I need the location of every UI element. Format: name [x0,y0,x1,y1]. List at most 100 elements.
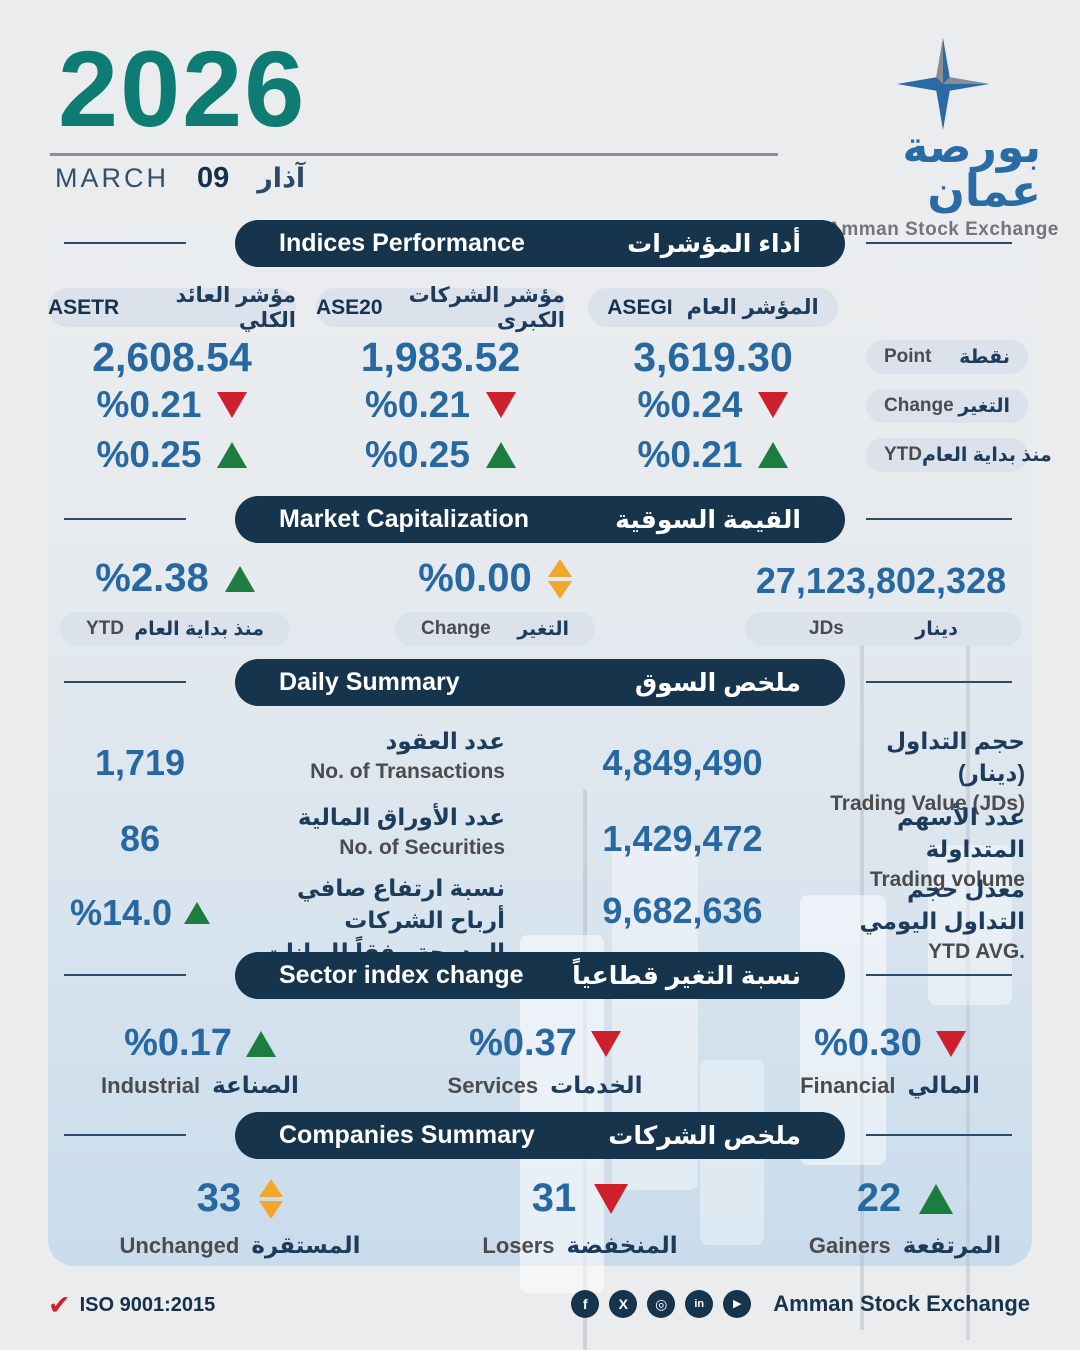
instagram-icon[interactable]: ◎ [647,1290,676,1318]
profit-rise-row: %14.0 [55,892,225,934]
gainers-value: 22 [856,1176,902,1220]
profit-rise-value: %14.0 [69,892,173,933]
section-title-ar: ملخص الشركات [608,1121,801,1150]
trading-value-label: حجم التداول (دينار) Trading Value (JDs) [820,725,1025,819]
ase20-ytd-row: %0.25 [316,434,565,476]
losers-value: 31 [531,1176,577,1220]
unchanged-label: Unchanged المستقرة [120,1232,361,1259]
marketcap-change-value: %0.00 [418,556,532,600]
financial-value-row: %0.30 [775,1022,1005,1065]
label-ar: دينار [915,618,958,640]
candlestick-wick-decoration [966,640,970,1340]
ytd-avg-label: معدل حجم التداول اليومي YTD AVG. [820,873,1025,967]
youtube-icon[interactable]: ▶ [723,1290,752,1318]
section-title-en: Market Capitalization [279,505,530,533]
label-en: No. of Transactions [310,760,505,784]
transactions-value: 1,719 [94,742,186,783]
marketcap-ytd-value: %2.38 [95,556,209,600]
up-triangle-icon [184,902,211,924]
ase20-value: 1,983.52 [360,334,521,380]
label-en: No. of Securities [339,836,505,860]
flat-diamond-icon [547,558,572,599]
down-triangle-icon [758,392,789,418]
label-ar: المستقرة [251,1232,361,1258]
index-code: ASEGI [607,295,673,319]
candlestick-body-decoration [928,845,1012,1005]
section-title-en: Indices Performance [279,229,525,257]
securities-value: 86 [119,818,161,859]
label-ar: المنخفضة [566,1232,678,1258]
asegi-ytd-row: %0.21 [588,434,838,476]
index-name-ar: المؤشر العام [686,296,819,319]
label-en: Unchanged [119,1233,240,1258]
section-title-ar: أداء المؤشرات [627,229,801,258]
logo-english-name: Amman Stock Exchange [827,219,1059,240]
header-side-line [866,1134,1012,1136]
header-divider [50,153,778,156]
securities-label: عدد الأوراق المالية No. of Securities [240,801,505,863]
footer-brand-text: Amman Stock Exchange [773,1291,1030,1316]
section-title-ar: ملخص السوق [634,668,801,697]
header-side-line [64,974,186,976]
header-side-line [866,974,1012,976]
header-side-line [866,518,1012,520]
row-label-ytd: YTD منذ بداية العام [866,438,1052,472]
losers-value-row: 31 [465,1176,695,1221]
label-ar: نقطة [959,346,1010,368]
day-number: 09 [197,162,230,194]
section-header-daily-summary: Daily Summary ملخص السوق [235,659,845,706]
gainers-label: Gainers المرتفعة [790,1232,1020,1259]
checkmark-icon: ✔ [48,1290,71,1320]
label-ar: التغير [958,395,1010,417]
asegi-change: %0.24 [637,384,743,425]
marketcap-currency-label: JDs دينار [745,612,1022,646]
header-side-line [866,681,1012,683]
index-name-ar: مؤشر العائد الكلي [175,283,296,332]
logo-arabic-name: بورصة عمان [902,123,1041,216]
index-pill-ase20: ASE20 مؤشر الشركات الكبرى [316,284,565,332]
label-en: YTD [86,618,124,639]
transactions-label: عدد العقود No. of Transactions [240,725,505,787]
label-en: JDs [809,618,844,639]
section-title-en: Sector index change [279,961,524,989]
label-ar: منذ بداية العام [922,444,1052,466]
iso-text: ISO 9001:2015 [79,1294,216,1316]
label-ar: منذ بداية العام [134,618,264,640]
header-side-line [64,518,186,520]
ase20-ytd: %0.25 [365,434,470,475]
losers-label: Losers المنخفضة [465,1232,695,1259]
services-value: %0.37 [469,1022,577,1064]
marketcap-total-value: 27,123,802,328 [755,560,1007,601]
services-label: Services الخدمات [430,1072,660,1099]
label-ar: المالي [907,1072,980,1098]
label-en: YTD [884,444,922,465]
trading-volume-value: 1,429,472 [602,818,763,859]
header-side-line [866,242,1012,244]
x-twitter-icon[interactable]: X [609,1290,638,1318]
label-ar: عدد الأسهم المتداولة [896,804,1025,863]
index-name-ar: مؤشر الشركات الكبرى [408,283,565,332]
linkedin-icon[interactable]: in [685,1290,714,1318]
label-en: Trading volume [869,868,1025,892]
up-triangle-icon [485,442,516,468]
iso-certification: ✔ ISO 9001:2015 [48,1292,215,1319]
facebook-icon[interactable]: f [571,1290,600,1318]
label-en: Trading Value (JDs) [830,792,1025,816]
footer-social-row: f X ◎ in ▶ Amman Stock Exchange [571,1290,1030,1318]
ase20-change-row: %0.21 [316,384,565,426]
marketcap-ytd-label: YTD منذ بداية العام [60,612,290,646]
trading-value-value: 4,849,490 [602,742,763,783]
label-ar: عدد العقود [385,728,505,754]
down-triangle-icon [594,1183,629,1214]
asetr-ytd-row: %0.25 [48,434,296,476]
section-header-sector: Sector index change نسبة التغير قطاعياً [235,952,845,999]
down-triangle-icon [217,392,248,418]
label-ar: معدل حجم التداول اليومي [859,876,1025,935]
row-label-point: Point نقطة [866,340,1028,374]
ase-star-icon [896,37,990,131]
label-en: Change [421,618,491,639]
asetr-change: %0.21 [96,384,202,425]
label-en: Losers [482,1233,555,1258]
label-ar: المرتفعة [902,1232,1002,1258]
